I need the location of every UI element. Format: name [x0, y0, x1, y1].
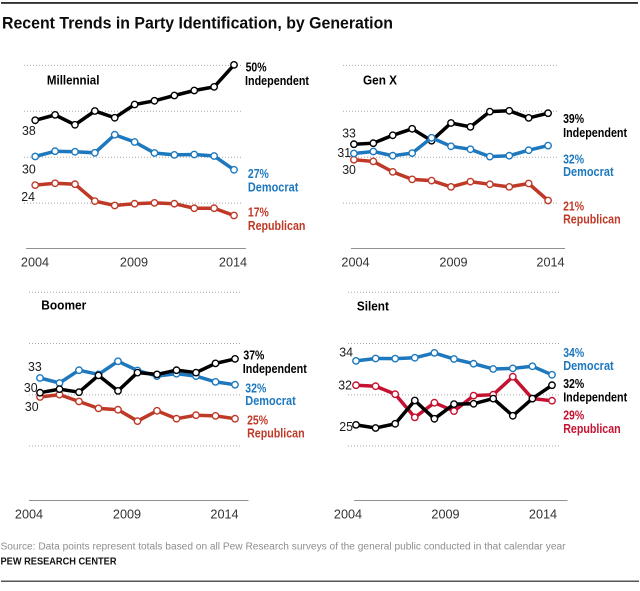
- svg-text:Democrat: Democrat: [248, 181, 299, 195]
- svg-text:2014: 2014: [219, 256, 247, 270]
- svg-text:32%: 32%: [563, 377, 584, 391]
- svg-text:32%: 32%: [245, 382, 266, 396]
- svg-text:34%: 34%: [563, 346, 584, 360]
- svg-text:Gen X: Gen X: [363, 73, 398, 87]
- svg-text:31: 31: [337, 146, 351, 160]
- svg-text:2004: 2004: [15, 508, 43, 522]
- svg-text:2004: 2004: [341, 256, 369, 270]
- svg-text:29%: 29%: [563, 409, 584, 423]
- svg-text:Republican: Republican: [247, 427, 305, 441]
- svg-text:Independent: Independent: [243, 362, 308, 376]
- svg-text:2014: 2014: [536, 256, 564, 270]
- svg-text:24: 24: [21, 190, 35, 204]
- svg-text:37%: 37%: [243, 349, 264, 363]
- svg-text:2009: 2009: [113, 508, 141, 522]
- svg-text:25%: 25%: [247, 414, 268, 428]
- svg-text:30: 30: [22, 163, 36, 177]
- svg-text:17%: 17%: [248, 205, 269, 219]
- svg-text:21%: 21%: [563, 200, 584, 214]
- svg-text:PEW RESEARCH CENTER: PEW RESEARCH CENTER: [1, 557, 118, 568]
- svg-text:Recent Trends in Party Identif: Recent Trends in Party Identification, b…: [2, 15, 393, 33]
- svg-text:2009: 2009: [431, 508, 459, 522]
- svg-text:Boomer: Boomer: [41, 299, 86, 313]
- svg-text:Independent: Independent: [563, 126, 628, 140]
- svg-text:2014: 2014: [529, 508, 557, 522]
- svg-text:34: 34: [339, 345, 353, 359]
- svg-text:2014: 2014: [210, 508, 238, 522]
- svg-text:30: 30: [342, 163, 356, 177]
- svg-text:Republican: Republican: [563, 422, 621, 436]
- svg-text:2004: 2004: [21, 256, 49, 270]
- svg-text:38: 38: [22, 124, 36, 138]
- svg-text:30: 30: [25, 400, 39, 414]
- svg-text:Source: Data points represent: Source: Data points represent totals bas…: [1, 542, 567, 553]
- svg-text:2004: 2004: [334, 508, 362, 522]
- svg-text:33: 33: [342, 127, 356, 141]
- svg-text:2009: 2009: [439, 256, 467, 270]
- svg-text:Democrat: Democrat: [245, 394, 296, 408]
- svg-text:Democrat: Democrat: [563, 165, 614, 179]
- svg-text:Independent: Independent: [563, 391, 628, 405]
- svg-text:50%: 50%: [246, 61, 267, 75]
- svg-text:2009: 2009: [120, 256, 148, 270]
- svg-text:32: 32: [338, 379, 352, 393]
- svg-text:Silent: Silent: [357, 300, 390, 314]
- svg-text:32%: 32%: [563, 152, 584, 166]
- svg-text:Millennial: Millennial: [47, 73, 100, 87]
- svg-text:25: 25: [339, 420, 353, 434]
- svg-text:27%: 27%: [248, 167, 269, 181]
- svg-text:Republican: Republican: [248, 219, 306, 233]
- svg-text:Republican: Republican: [563, 212, 621, 226]
- svg-text:30: 30: [24, 381, 38, 395]
- svg-text:Democrat: Democrat: [563, 359, 614, 373]
- svg-text:Independent: Independent: [245, 74, 310, 88]
- svg-text:33: 33: [28, 360, 42, 374]
- svg-text:39%: 39%: [563, 112, 584, 126]
